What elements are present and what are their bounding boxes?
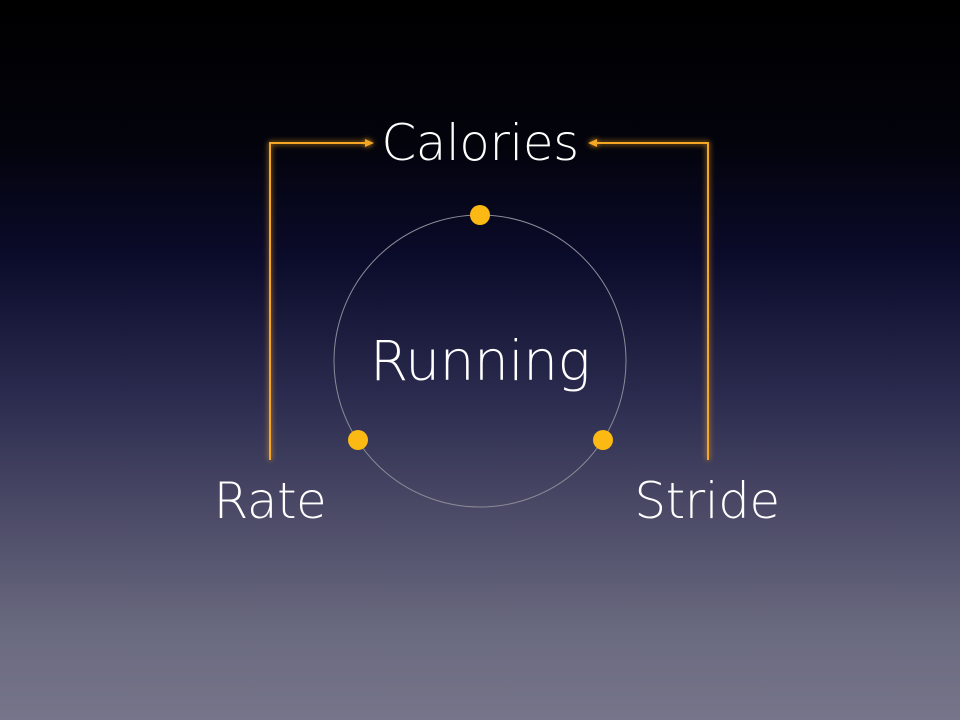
right-arrowhead-icon — [588, 139, 597, 147]
left-connector-line — [269, 142, 366, 460]
left-arrowhead-icon — [365, 139, 374, 147]
calories-label: Calories — [381, 114, 579, 172]
right-connector-arrow — [588, 139, 709, 460]
running-label: Running — [370, 329, 590, 393]
left-connector-arrow — [269, 139, 374, 460]
node-rate-dot — [348, 430, 368, 450]
node-calories-dot — [470, 205, 490, 225]
node-stride-dot — [593, 430, 613, 450]
rate-label: Rate — [213, 472, 327, 530]
right-connector-line — [596, 142, 709, 460]
stride-label: Stride — [634, 472, 780, 530]
